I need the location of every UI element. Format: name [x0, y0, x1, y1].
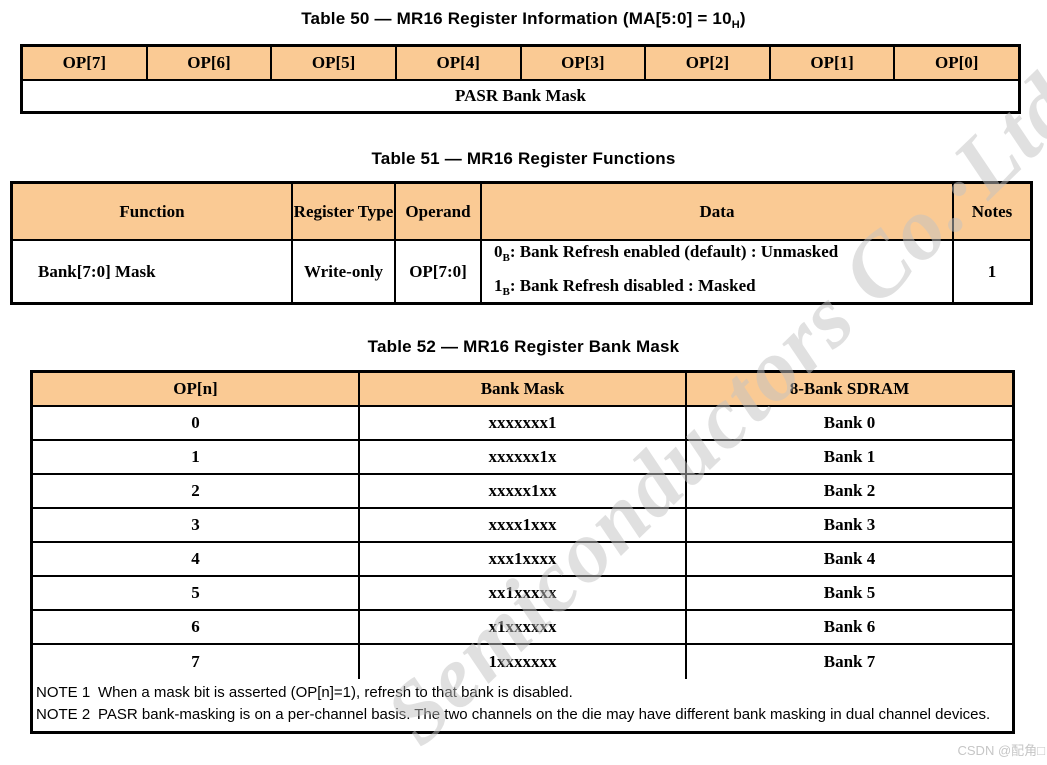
- table52-bank-cell: Bank 2: [823, 481, 876, 500]
- note-label: NOTE 2: [36, 706, 91, 723]
- table50-header-row: OP[7] OP[6] OP[5] OP[4] OP[3] OP[2] OP[1…: [23, 47, 1018, 81]
- table-row: 4 xxx1xxxx Bank 4: [33, 543, 1012, 577]
- table51-data-line: 1B: Bank Refresh disabled : Masked: [494, 275, 756, 298]
- table50-op-bit-cell: OP[6]: [147, 47, 273, 79]
- table-row: 3 xxxx1xxx Bank 3: [33, 509, 1012, 543]
- table52-mask-cell: xxx1xxxx: [360, 543, 687, 575]
- table50-op-bit-cell: OP[4]: [396, 47, 522, 79]
- note-text: PASR bank-masking is on a per-channel ba…: [98, 706, 991, 723]
- table-row: 1 xxxxxx1x Bank 1: [33, 441, 1012, 475]
- table52-bank-cell: Bank 3: [823, 515, 876, 534]
- table52-bank-cell: Bank 5: [823, 583, 876, 602]
- table52-op-cell: 6: [33, 611, 360, 643]
- table50-op-bit-cell: OP[0]: [895, 47, 1018, 79]
- table52-op-cell: 1: [33, 441, 360, 473]
- table51-operand-cell: OP[7:0]: [396, 241, 482, 302]
- table51-notes-cell: 1: [987, 261, 997, 281]
- table52-mask-cell: x1xxxxxx: [360, 611, 687, 643]
- table50-span-row: PASR Bank Mask: [23, 81, 1018, 111]
- table-row: 6 x1xxxxxx Bank 6: [33, 611, 1012, 645]
- table52-header-bank-mask: Bank Mask: [360, 373, 687, 405]
- table51-header-function: Function: [13, 184, 293, 239]
- table50-op-bit-cell: OP[1]: [770, 47, 896, 79]
- table51-register-type-cell: Write-only: [293, 241, 396, 302]
- table52-register-bank-mask: OP[n] Bank Mask 8-Bank SDRAM 0 xxxxxxx1 …: [30, 370, 1015, 734]
- table51-data-row: Bank[7:0] Mask Write-only OP[7:0] 0B: Ba…: [13, 241, 1030, 302]
- table52-bank-cell: Bank 1: [823, 447, 876, 466]
- table50-pasr-bank-mask-cell: PASR Bank Mask: [455, 86, 586, 105]
- note-label: NOTE 1: [36, 684, 91, 701]
- table50-title: Table 50 — MR16 Register Information (MA…: [0, 9, 1047, 31]
- table52-bank-cell: Bank 6: [823, 617, 876, 636]
- table52-op-cell: 3: [33, 509, 360, 541]
- table52-notes-section: NOTE 1 When a mask bit is asserted (OP[n…: [33, 679, 1012, 731]
- table52-mask-cell: xx1xxxxx: [360, 577, 687, 609]
- table52-title: Table 52 — MR16 Register Bank Mask: [367, 337, 680, 356]
- table51-header-notes: Notes: [954, 184, 1030, 239]
- table-row: 0 xxxxxxx1 Bank 0: [33, 407, 1012, 441]
- table52-mask-cell: xxxxx1xx: [360, 475, 687, 507]
- table-row: 7 1xxxxxxx Bank 7: [33, 645, 1012, 679]
- table52-header-opn: OP[n]: [33, 373, 360, 405]
- table52-bank-cell: Bank 0: [823, 413, 876, 432]
- table50-register-information: OP[7] OP[6] OP[5] OP[4] OP[3] OP[2] OP[1…: [20, 44, 1021, 114]
- table51-data-cell: 0B: Bank Refresh enabled (default) : Unm…: [482, 241, 954, 302]
- table50-op-bit-cell: OP[3]: [521, 47, 647, 79]
- table50-title-suffix: ): [739, 9, 746, 28]
- table-row: 5 xx1xxxxx Bank 5: [33, 577, 1012, 611]
- table52-op-cell: 5: [33, 577, 360, 609]
- table52-mask-cell: xxxxxxx1: [360, 407, 687, 439]
- table50-title-text: Table 50 — MR16 Register Information (MA…: [301, 9, 732, 28]
- table50-op-bit-cell: OP[7]: [23, 47, 148, 79]
- table52-body: 0 xxxxxxx1 Bank 0 1 xxxxxx1x Bank 1 2 xx…: [33, 407, 1012, 679]
- table52-op-cell: 4: [33, 543, 360, 575]
- table-row: 2 xxxxx1xx Bank 2: [33, 475, 1012, 509]
- table50-title-subscript: H: [731, 19, 740, 31]
- note-text: When a mask bit is asserted (OP[n]=1), r…: [98, 684, 573, 701]
- table51-data-line: 0B: Bank Refresh enabled (default) : Unm…: [494, 241, 839, 264]
- table51-register-functions: Function Register Type Operand Data Note…: [10, 181, 1033, 305]
- table-note: NOTE 2 PASR bank-masking is on a per-cha…: [36, 704, 1008, 726]
- table51-title: Table 51 — MR16 Register Functions: [371, 149, 676, 168]
- table51-header-operand: Operand: [396, 184, 482, 239]
- binary-subscript: B: [502, 285, 510, 298]
- table50-op-bit-cell: OP[2]: [646, 47, 771, 79]
- table52-header-8bank-sdram: 8-Bank SDRAM: [687, 373, 1012, 405]
- table52-mask-cell: xxxxxx1x: [360, 441, 687, 473]
- table52-op-cell: 0: [33, 407, 360, 439]
- table52-mask-cell: xxxx1xxx: [360, 509, 687, 541]
- table52-bank-cell: Bank 4: [823, 549, 876, 568]
- csdn-watermark: CSDN @配角□: [957, 743, 1046, 758]
- table-note: NOTE 1 When a mask bit is asserted (OP[n…: [36, 682, 1008, 704]
- binary-subscript: B: [502, 251, 510, 264]
- table51-header-register-type: Register Type: [293, 184, 396, 239]
- table51-header-data: Data: [482, 184, 954, 239]
- table52-op-cell: 7: [33, 645, 360, 679]
- table50-op-bit-cell: OP[5]: [272, 47, 397, 79]
- table52-bank-cell: Bank 7: [823, 652, 876, 671]
- table51-header-row: Function Register Type Operand Data Note…: [13, 184, 1030, 241]
- table52-mask-cell: 1xxxxxxx: [360, 645, 687, 679]
- table52-op-cell: 2: [33, 475, 360, 507]
- table52-header-row: OP[n] Bank Mask 8-Bank SDRAM: [33, 373, 1012, 407]
- table51-function-cell: Bank[7:0] Mask: [13, 241, 293, 302]
